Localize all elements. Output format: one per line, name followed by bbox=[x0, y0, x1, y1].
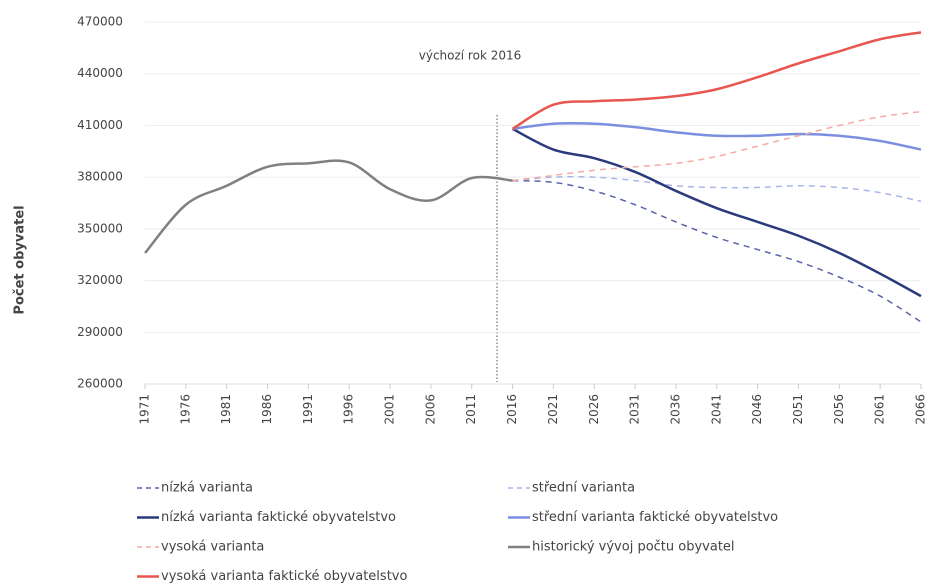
series-line bbox=[512, 127, 922, 298]
y-tick-label: 470000 bbox=[77, 15, 123, 29]
x-tick-label: 2011 bbox=[464, 394, 478, 425]
y-tick-label: 350000 bbox=[77, 221, 123, 235]
series-line bbox=[512, 121, 922, 151]
x-tick-label: 2056 bbox=[832, 394, 846, 425]
x-tick-label: 2016 bbox=[505, 394, 519, 425]
x-tick-label: 2051 bbox=[791, 394, 805, 425]
x-tick-label: 2006 bbox=[423, 394, 437, 425]
y-tick-label: 440000 bbox=[77, 66, 123, 80]
x-tick-label: 1981 bbox=[219, 394, 233, 425]
y-tick-label: 320000 bbox=[77, 273, 123, 287]
legend-label: nízká varianta faktické obyvatelstvo bbox=[161, 510, 396, 525]
x-tick-label: 2061 bbox=[873, 394, 887, 425]
legend-label: střední varianta faktické obyvatelstvo bbox=[532, 510, 778, 525]
legend-label: vysoká varianta faktické obyvatelstvo bbox=[161, 569, 407, 584]
legend-label: nízká varianta bbox=[161, 481, 253, 496]
series-line bbox=[512, 175, 922, 203]
x-tick-label: 1976 bbox=[178, 394, 192, 425]
x-tick-label: 1971 bbox=[138, 394, 152, 425]
series-line bbox=[512, 110, 922, 182]
x-tick-label: 2041 bbox=[709, 394, 723, 425]
series-line bbox=[512, 179, 922, 323]
x-tick-label: 2046 bbox=[750, 394, 764, 425]
x-tick-label: 2036 bbox=[668, 394, 682, 425]
y-tick-label: 410000 bbox=[77, 118, 123, 132]
x-tick-label: 1991 bbox=[301, 394, 315, 425]
x-tick-label: 2021 bbox=[546, 394, 560, 425]
x-tick-label: 1996 bbox=[342, 394, 356, 425]
y-axis-label: Počet obyvatel bbox=[13, 205, 28, 314]
y-tick-label: 290000 bbox=[77, 325, 123, 339]
legend-label: střední varianta bbox=[532, 481, 635, 496]
x-tick-label: 2031 bbox=[628, 394, 642, 425]
y-tick-label: 380000 bbox=[77, 170, 123, 184]
x-tick-label: 2001 bbox=[383, 394, 397, 425]
x-tick-label: 1986 bbox=[260, 394, 274, 425]
x-tick-label: 2066 bbox=[914, 394, 927, 425]
series-line bbox=[144, 159, 513, 254]
series-line bbox=[511, 31, 922, 130]
legend-label: historický vývoj počtu obyvatel bbox=[532, 540, 735, 555]
annotation: výchozí rok 2016 bbox=[419, 49, 522, 63]
y-tick-label: 260000 bbox=[77, 377, 123, 391]
x-tick-label: 2026 bbox=[587, 394, 601, 425]
legend-label: vysoká varianta bbox=[161, 540, 264, 555]
